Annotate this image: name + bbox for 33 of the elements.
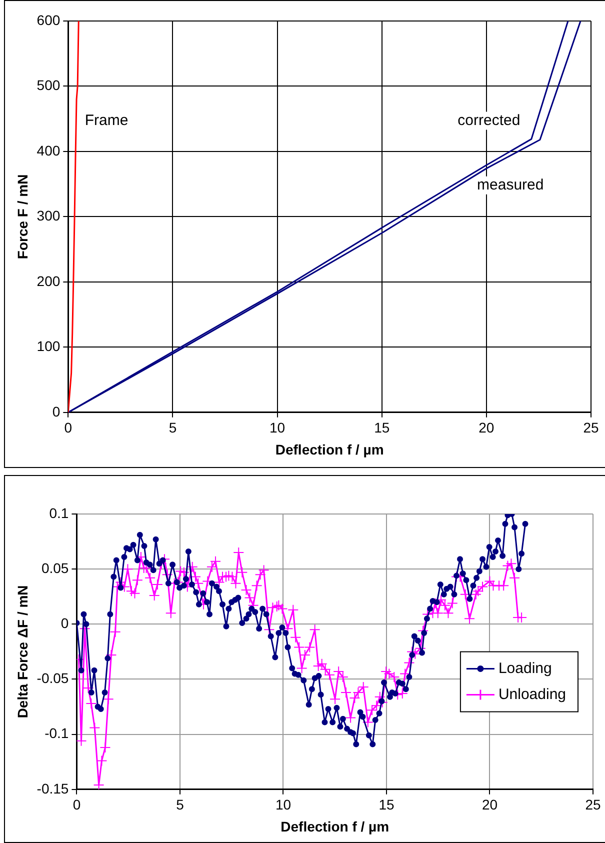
y-tick-label: -0.05 — [36, 670, 69, 686]
series-label: Frame — [84, 112, 128, 129]
series-label: corrected — [458, 112, 520, 129]
y-axis-title: Delta Force ΔF / mN — [14, 585, 30, 718]
x-tick-label: 20 — [478, 420, 494, 436]
y-tick-label: 0 — [60, 615, 69, 632]
x-tick-label: 20 — [482, 796, 498, 813]
y-tick-label: 300 — [36, 208, 60, 224]
y-tick-label: 100 — [36, 338, 60, 354]
x-axis-title: Deflection f / µm — [280, 818, 390, 834]
x-tick-label: 0 — [72, 796, 81, 813]
y-tick-label: 0.1 — [49, 504, 69, 521]
legend-label: Loading — [498, 660, 552, 677]
x-tick-label: 25 — [583, 420, 599, 436]
x-tick-label: 5 — [168, 420, 177, 436]
y-tick-label: 600 — [36, 12, 60, 28]
y-tick-label: -0.15 — [36, 780, 69, 796]
series-label: measured — [477, 176, 544, 194]
x-tick-label: 25 — [585, 796, 601, 813]
y-tick-label: 0 — [52, 403, 60, 420]
y-tick-label: 500 — [36, 77, 60, 94]
y-tick-label: 0.05 — [41, 560, 69, 576]
x-axis-title: Deflection f / µm — [275, 441, 384, 458]
y-tick-label: -0.1 — [44, 725, 69, 742]
legend-label: Unloading — [498, 686, 566, 703]
y-tick-label: 200 — [36, 272, 60, 289]
y-axis-title: Force F / mN — [14, 174, 30, 260]
x-tick-label: 15 — [374, 420, 390, 436]
y-tick-label: 400 — [36, 142, 60, 158]
x-tick-label: 10 — [270, 420, 286, 436]
x-tick-label: 5 — [176, 796, 184, 813]
x-tick-label: 10 — [275, 796, 292, 813]
x-tick-label: 15 — [378, 796, 394, 813]
